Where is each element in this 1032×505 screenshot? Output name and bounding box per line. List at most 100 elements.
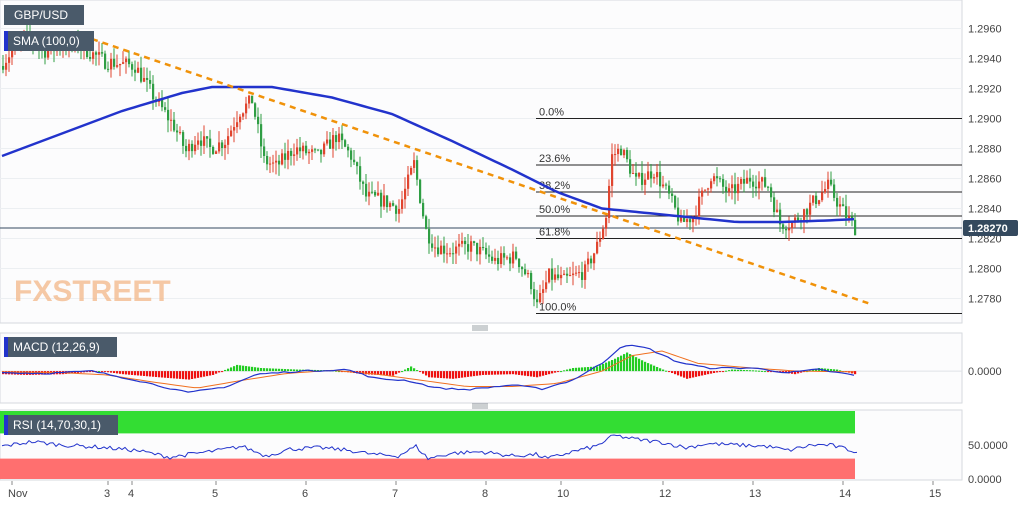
macd-hist-bar — [650, 364, 653, 372]
candle-body — [374, 191, 377, 196]
candle-body — [320, 149, 323, 155]
candle-body — [701, 190, 704, 197]
rsi-line — [1, 434, 858, 461]
macd-hist-bar — [497, 371, 500, 375]
macd-hist-bar — [167, 371, 170, 378]
macd-hist-bar — [437, 371, 440, 378]
candle-body — [47, 50, 50, 58]
macd-hist-bar — [836, 369, 839, 372]
macd-hist-bar — [419, 371, 422, 373]
macd-hist-bar — [128, 371, 131, 375]
macd-hist-bar — [413, 368, 416, 372]
macd-hist-bar — [605, 362, 608, 372]
macd-hist-bar — [206, 371, 209, 377]
macd-hist-bar — [527, 371, 530, 377]
candle-body — [8, 57, 11, 63]
macd-hist-bar — [266, 368, 269, 372]
macd-hist-bar — [542, 371, 545, 376]
macd-hist-bar — [428, 371, 431, 378]
macd-hist-bar — [230, 367, 233, 372]
macd-hist-bar — [155, 371, 158, 378]
macd-hist-bar — [494, 371, 497, 375]
candle-body — [698, 196, 701, 217]
macd-hist-bar — [623, 354, 626, 372]
price-panel: 1.2960 1.2940 1.2920 1.2900 1.2880 1.2860 1.28… — [0, 0, 1018, 324]
time-tick-label: 14 — [839, 488, 851, 500]
macd-hist-bar — [674, 371, 677, 375]
candle-body — [470, 241, 473, 252]
macd-hist-bar — [248, 366, 251, 372]
chart-title: GBP/USD — [14, 8, 68, 22]
macd-hist-bar — [317, 369, 320, 372]
macd-hist-bar — [137, 371, 140, 376]
candle-body — [122, 62, 125, 64]
candle-body — [683, 216, 686, 222]
macd-hist-bar — [392, 371, 395, 376]
candle-body — [11, 50, 14, 58]
candle-body — [848, 216, 851, 218]
candle-body — [143, 77, 146, 82]
candle-body — [446, 253, 449, 255]
candle-body — [257, 116, 260, 125]
macd-hist-bar — [212, 371, 215, 375]
macd-hist-bar — [512, 371, 515, 375]
macd-hist-bar — [389, 371, 392, 376]
macd-hist-bar — [515, 371, 518, 375]
candle-body — [671, 193, 674, 196]
macd-hist-bar — [695, 371, 698, 377]
candle-body — [554, 274, 557, 280]
macd-hist-bar — [572, 368, 575, 372]
macd-hist-bar — [524, 371, 527, 376]
macd-hist-bar — [143, 371, 146, 376]
candle-body — [149, 79, 152, 84]
candle-body — [437, 247, 440, 255]
candle-body — [599, 238, 602, 242]
macd-hist-bar — [500, 371, 503, 375]
macd-hist-bar — [263, 368, 266, 372]
candle-body — [479, 246, 482, 255]
candle-body — [749, 177, 752, 182]
macd-hist-bar — [593, 366, 596, 372]
candle-body — [98, 52, 101, 55]
macd-hist-bar — [614, 358, 617, 372]
candle-body — [347, 146, 350, 151]
candle-body — [764, 177, 767, 187]
candle-body — [95, 52, 98, 55]
macd-hist-bar — [491, 371, 494, 375]
sma-label: SMA (100,0) — [4, 31, 94, 51]
candle-body — [455, 246, 458, 254]
candle-body — [125, 58, 128, 63]
panel-resize-handle-1[interactable] — [472, 325, 488, 331]
macd-hist-bar — [449, 371, 452, 379]
price-axis: 1.2960 1.2940 1.2920 1.2900 1.2880 1.2860 1.28… — [968, 24, 1002, 306]
candle-body — [494, 257, 497, 261]
candle-body — [815, 195, 818, 205]
macd-hist-bar — [719, 371, 722, 373]
candle-body — [566, 273, 569, 276]
price-tick-label: 1.2940 — [968, 54, 1002, 66]
candle-body — [755, 186, 758, 189]
macd-hist-bar — [743, 369, 746, 372]
candle-body — [440, 245, 443, 255]
macd-hist-bar — [722, 371, 725, 373]
candle-body — [704, 189, 707, 191]
candle-body — [431, 243, 434, 248]
macd-hist-bar — [746, 370, 749, 372]
candle-body — [401, 199, 404, 209]
candle-body — [377, 192, 380, 196]
time-tick-label: 7 — [392, 488, 398, 500]
macd-hist-bar — [374, 371, 377, 375]
macd-hist-bar — [479, 371, 482, 376]
candle-body — [638, 172, 641, 177]
macd-hist-bar — [638, 358, 641, 372]
candle-body — [650, 171, 653, 179]
candle-body — [284, 153, 287, 160]
candlesticks — [2, 20, 857, 309]
macd-hist-bar — [281, 368, 284, 372]
trendline — [91, 37, 873, 306]
panel-resize-handle-2[interactable] — [472, 403, 488, 409]
candle-body — [500, 253, 503, 265]
macd-hist-bar — [104, 371, 107, 373]
macd-axis-tick: 0.0000 — [968, 366, 1002, 378]
candle-body — [662, 184, 665, 187]
